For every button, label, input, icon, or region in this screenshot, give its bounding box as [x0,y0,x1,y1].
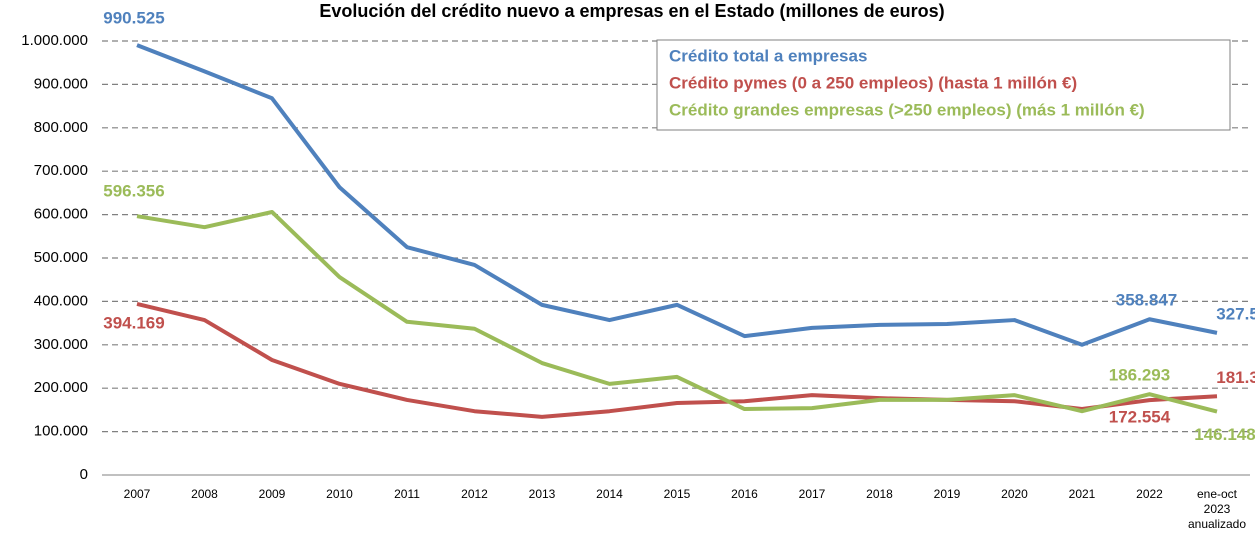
x-tick-label: 2022 [1136,487,1163,501]
x-tick-label: 2019 [934,487,961,501]
x-tick-label-line: 2023 [1204,502,1231,516]
legend-box [656,39,1231,131]
y-tick-label: 600.000 [34,206,88,223]
x-tick-label: 2014 [596,487,623,501]
value-label: 146.148 [1194,425,1255,444]
y-tick-label: 0 [80,466,88,483]
y-tick-label: 700.000 [34,162,88,179]
series-line [136,43,1218,347]
x-tick-label: 2015 [664,487,691,501]
x-tick-label: 2010 [326,487,353,501]
legend-label: Crédito total a empresas [669,46,867,65]
x-tick-label: 2021 [1069,487,1096,501]
y-tick-label: 500.000 [34,249,88,266]
series-line [136,301,1218,419]
y-tick-label: 1.000.000 [21,32,88,49]
value-label: 358.847 [1116,291,1177,310]
x-tick-label: 2013 [529,487,556,501]
value-label: 172.554 [1109,408,1171,427]
x-tick-label: 2012 [461,487,488,501]
value-label: 181.369 [1216,368,1255,387]
y-tick-label: 800.000 [34,119,88,136]
x-tick-label: 2011 [394,487,420,501]
x-tick-label: 2016 [731,487,758,501]
y-tick-label: 300.000 [34,336,88,353]
x-tick-label: 2009 [259,487,286,501]
y-tick-label: 400.000 [34,292,88,309]
x-tick-label: 2018 [866,487,893,501]
y-tick-label: 200.000 [34,379,88,396]
value-label: 394.169 [103,313,164,332]
chart-title: Evolución del crédito nuevo a empresas e… [319,1,944,21]
x-tick-label: 2017 [799,487,826,501]
x-tick-label: ene-oct 2023 anualizado [1188,487,1246,531]
value-label: 186.293 [1109,366,1170,385]
value-label: 327.517 [1216,304,1255,323]
series-line [136,209,1218,414]
legend-label: Crédito grandes empresas (>250 empleos) … [669,100,1145,119]
x-tick-label: 2020 [1001,487,1028,501]
x-tick-label-line: ene-oct [1197,487,1238,501]
x-tick-label-line: anualizado [1188,517,1246,531]
x-tick-label: 2007 [124,487,151,501]
y-tick-label: 100.000 [34,423,88,440]
value-label: 596.356 [103,182,164,201]
value-label: 990.525 [103,9,164,28]
y-tick-label: 900.000 [34,75,88,92]
legend-label: Crédito pymes (0 a 250 empleos) (hasta 1… [669,73,1077,92]
x-tick-label: 2008 [191,487,218,501]
